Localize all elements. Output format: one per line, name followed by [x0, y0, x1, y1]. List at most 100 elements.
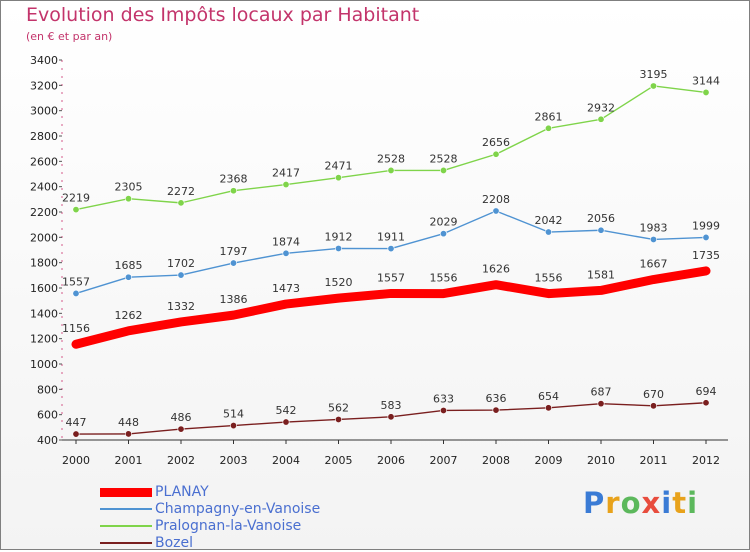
data-point: [125, 273, 133, 281]
legend-label: Champagny-en-Vanoise: [155, 501, 321, 517]
data-label: 2471: [325, 160, 353, 173]
data-label: 1332: [167, 300, 195, 313]
legend-label: PLANAY: [155, 484, 209, 500]
data-point: [492, 207, 500, 215]
chart-title: Evolution des Impôts locaux par Habitant: [26, 4, 420, 26]
y-tick-label: 3200: [30, 79, 58, 92]
proxiti-logo: Proxiti: [583, 486, 698, 520]
data-point: [230, 422, 238, 430]
data-label: 1520: [325, 276, 353, 289]
data-point: [702, 399, 710, 407]
data-label: 694: [696, 385, 717, 398]
logo-letter: P: [583, 486, 606, 520]
data-label: 1156: [62, 322, 90, 335]
data-point: [177, 199, 185, 207]
data-point: [72, 206, 80, 214]
data-point: [387, 245, 395, 253]
logo-letter: r: [605, 486, 621, 520]
data-label: 1556: [430, 272, 458, 285]
data-point: [492, 150, 500, 158]
data-label: 1685: [115, 259, 143, 272]
y-tick-label: 1000: [30, 358, 58, 371]
x-tick-label: 2000: [62, 454, 90, 467]
data-point: [72, 289, 80, 297]
data-label: 1912: [325, 230, 353, 243]
data-point: [649, 235, 657, 243]
data-point: [230, 187, 238, 195]
data-label: 2932: [587, 101, 615, 114]
series-line-planay: [71, 266, 711, 349]
chart-subtitle: (en € et par an): [26, 30, 113, 43]
x-tick-label: 2001: [115, 454, 143, 467]
data-label: 1556: [535, 272, 563, 285]
data-label: 1874: [272, 235, 300, 248]
y-tick-label: 800: [37, 383, 58, 396]
data-label: 2042: [535, 214, 563, 227]
data-point: [387, 413, 395, 421]
x-tick-label: 2010: [587, 454, 615, 467]
data-point: [177, 271, 185, 279]
x-tick-label: 2003: [220, 454, 248, 467]
y-tick-label: 3000: [30, 105, 58, 118]
legend-swatch: [100, 508, 152, 510]
data-label: 2861: [535, 110, 563, 123]
data-label: 1557: [377, 271, 405, 284]
y-tick-label: 2400: [30, 181, 58, 194]
data-point: [334, 244, 342, 252]
data-label: 1797: [220, 245, 248, 258]
data-label: 1262: [115, 309, 143, 322]
data-point: [597, 226, 605, 234]
data-label: 2305: [115, 181, 143, 194]
data-point: [387, 166, 395, 174]
data-label: 2528: [430, 152, 458, 165]
data-point: [282, 249, 290, 257]
data-point: [597, 115, 605, 123]
legend-swatch: [100, 525, 152, 527]
y-tick-label: 1400: [30, 307, 58, 320]
data-point: [439, 166, 447, 174]
data-label: 633: [433, 392, 454, 405]
data-point: [439, 230, 447, 238]
data-point: [597, 400, 605, 408]
data-point: [702, 233, 710, 241]
y-tick-label: 600: [37, 409, 58, 422]
data-label: 583: [381, 399, 402, 412]
logo-letter: o: [620, 486, 642, 520]
legend-label: Bozel: [155, 535, 194, 551]
data-label: 670: [643, 388, 664, 401]
y-tick-label: 1800: [30, 257, 58, 270]
x-tick-label: 2002: [167, 454, 195, 467]
data-point: [125, 195, 133, 203]
data-point: [282, 181, 290, 189]
y-tick-label: 1600: [30, 282, 58, 295]
logo-letter: t: [672, 486, 688, 520]
data-label: 687: [591, 386, 612, 399]
data-label: 514: [223, 408, 244, 421]
logo-letter: i: [687, 486, 699, 520]
legend-swatch: [100, 542, 152, 544]
data-label: 654: [538, 390, 559, 403]
data-label: 2656: [482, 136, 510, 149]
x-tick-label: 2012: [692, 454, 720, 467]
legend-label: Pralognan-la-Vanoise: [155, 518, 302, 534]
data-point: [544, 228, 552, 236]
data-label: 1626: [482, 263, 510, 276]
x-tick-label: 2008: [482, 454, 510, 467]
data-point: [649, 402, 657, 410]
data-label: 486: [171, 411, 192, 424]
y-tick-label: 2800: [30, 130, 58, 143]
data-label: 2368: [220, 173, 248, 186]
y-tick-label: 400: [37, 434, 58, 447]
x-tick-label: 2011: [640, 454, 668, 467]
data-point: [125, 430, 133, 438]
y-tick-label: 3400: [30, 54, 58, 67]
data-label: 1911: [377, 231, 405, 244]
data-point: [282, 418, 290, 426]
data-label: 2208: [482, 193, 510, 206]
y-tick-label: 2200: [30, 206, 58, 219]
data-label: 1983: [640, 221, 668, 234]
y-tick-label: 2600: [30, 155, 58, 168]
data-label: 2417: [272, 167, 300, 180]
data-label: 1581: [587, 268, 615, 281]
